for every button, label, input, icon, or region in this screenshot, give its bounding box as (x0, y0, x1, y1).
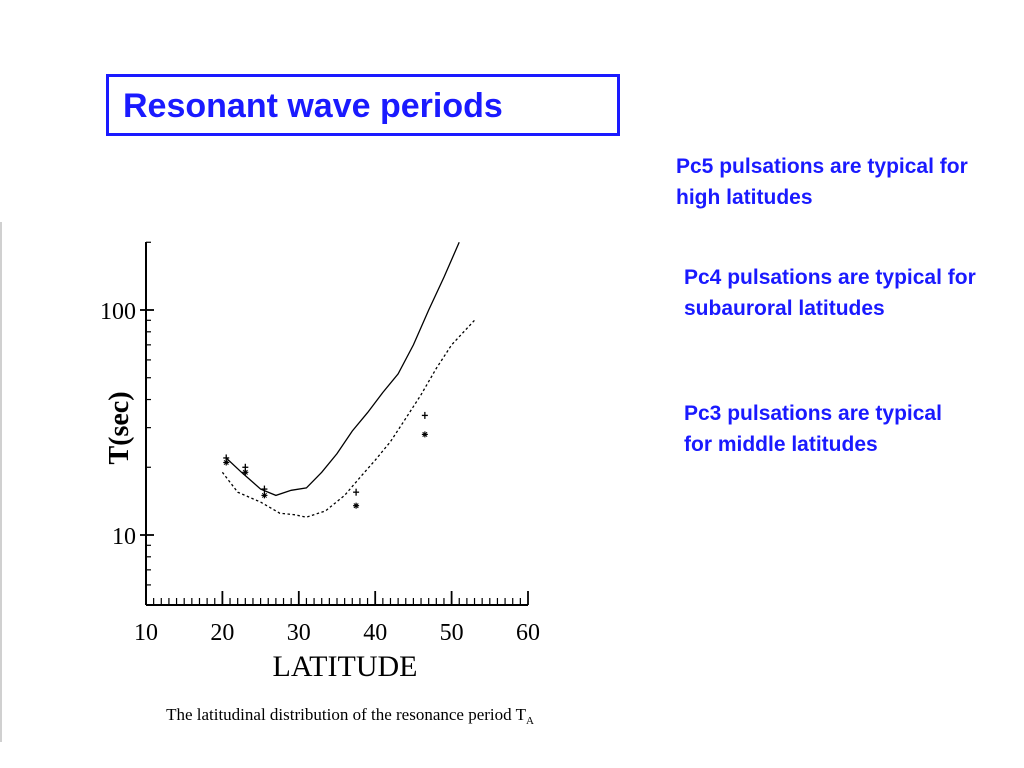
caption-text: The latitudinal distribution of the reso… (166, 705, 527, 724)
data-point-plus (421, 411, 428, 419)
chart-markers (223, 411, 428, 509)
star-marker-d2 (353, 503, 359, 509)
chart-ticks: 10 20 30 40 50 60 10 100 (100, 241, 540, 646)
y-axis-label: T(sec) (104, 391, 135, 464)
x-tick-label: 40 (363, 620, 387, 646)
x-tick-label: 10 (134, 620, 158, 646)
data-point-star (421, 431, 428, 438)
star-marker-d2 (422, 431, 428, 437)
note-pc4: Pc4 pulsations are typical for subaurora… (684, 266, 976, 320)
series-line-solid (225, 242, 460, 497)
x-tick-label: 50 (440, 620, 464, 646)
data-point-plus (261, 485, 268, 493)
star-marker-d2 (242, 469, 248, 475)
x-axis-label: LATITUDE (273, 650, 418, 683)
chart-series (221, 242, 475, 518)
y-tick-label: 100 (100, 299, 136, 325)
chart-caption: The latitudinal distribution of the reso… (166, 705, 534, 727)
x-tick-label: 30 (287, 620, 311, 646)
note-pc5: Pc5 pulsations are typical for high lati… (676, 155, 968, 209)
chart-axes (145, 242, 528, 606)
data-point-plus (353, 488, 360, 496)
y-tick-label: 10 (112, 524, 136, 550)
series-line-dashed (221, 319, 475, 518)
star-marker-d2 (223, 459, 229, 466)
data-point-star (223, 459, 230, 466)
star-marker-d2 (261, 492, 267, 498)
caption-subscript: A (526, 715, 534, 727)
figure-scan-edge (0, 222, 2, 742)
x-tick-label: 20 (210, 620, 234, 646)
x-tick-label: 60 (516, 620, 540, 646)
note-pc3: Pc3 pulsations are typical for middle la… (684, 402, 942, 456)
title-box: Resonant wave periods (106, 74, 620, 136)
data-point-star (353, 502, 360, 509)
data-point-star (261, 492, 268, 499)
slide-title: Resonant wave periods (123, 87, 503, 125)
data-point-star (242, 469, 249, 476)
